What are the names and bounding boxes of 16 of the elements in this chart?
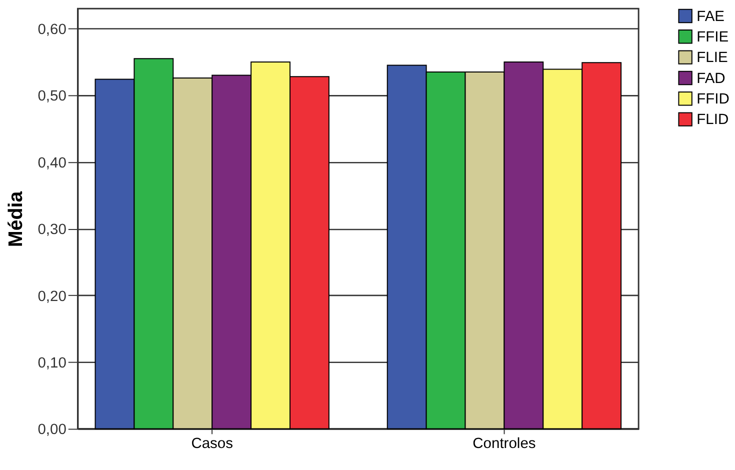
y-tick-label: 0,40 (38, 155, 66, 172)
y-axis-title: Média (4, 190, 27, 248)
legend-label: FLID (696, 112, 729, 128)
y-tick-label: 0,50 (38, 88, 66, 105)
y-tick-label: 0,20 (38, 288, 66, 305)
legend-label: FAE (696, 8, 725, 25)
legend-label: FLIE (696, 50, 728, 66)
y-tick-label: 0,30 (38, 222, 66, 238)
x-tick-label: Casos (191, 436, 234, 452)
x-tick-label: Controles (472, 436, 536, 452)
y-tick-label: 0,10 (38, 355, 66, 372)
legend-label: FAD (696, 70, 726, 87)
y-tick-label: 0,00 (38, 422, 66, 438)
legend-label: FFID (696, 92, 730, 108)
y-tick-label: 0,60 (38, 22, 66, 38)
legend-label: FFIE (696, 30, 729, 46)
